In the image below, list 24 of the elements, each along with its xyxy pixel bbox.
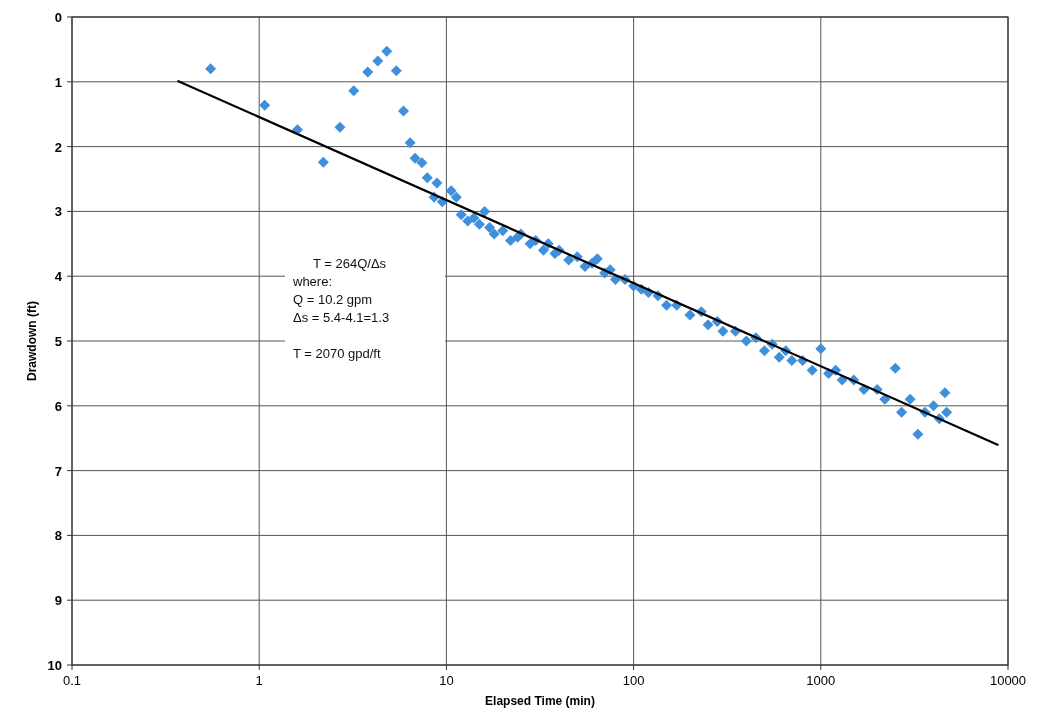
x-axis-title: Elapsed Time (min): [485, 694, 595, 708]
x-tick-label: 1: [255, 673, 263, 688]
x-tick-label: 1000: [806, 673, 836, 688]
x-tick-label: 0.1: [62, 673, 82, 688]
y-tick-label: 2: [54, 139, 62, 155]
y-tick-label: 4: [54, 269, 63, 285]
annotation: T = 264Q/Δs: [313, 256, 387, 271]
y-tick-label: 3: [54, 204, 62, 220]
x-tick-label: 10: [439, 673, 454, 688]
y-tick-label: 8: [54, 528, 62, 544]
annotation: Q = 10.2 gpm: [293, 292, 373, 307]
y-tick-label: 5: [54, 334, 62, 349]
annotation: where:: [292, 274, 333, 289]
y-tick-label: 7: [54, 463, 62, 479]
annotation: Δs = 5.4-4.1=1.3: [293, 310, 390, 325]
y-tick-label: 0: [54, 10, 62, 25]
y-tick-label: 1: [54, 74, 62, 90]
y-tick-label: 10: [47, 658, 62, 673]
y-tick-label: 9: [54, 593, 62, 609]
x-tick-label: 100: [622, 673, 645, 688]
y-tick-label: 6: [54, 398, 62, 414]
x-tick-label: 10000: [989, 673, 1027, 688]
annotation: T = 2070 gpd/ft: [293, 346, 381, 361]
y-axis-title: Drawdown (ft): [25, 301, 39, 381]
